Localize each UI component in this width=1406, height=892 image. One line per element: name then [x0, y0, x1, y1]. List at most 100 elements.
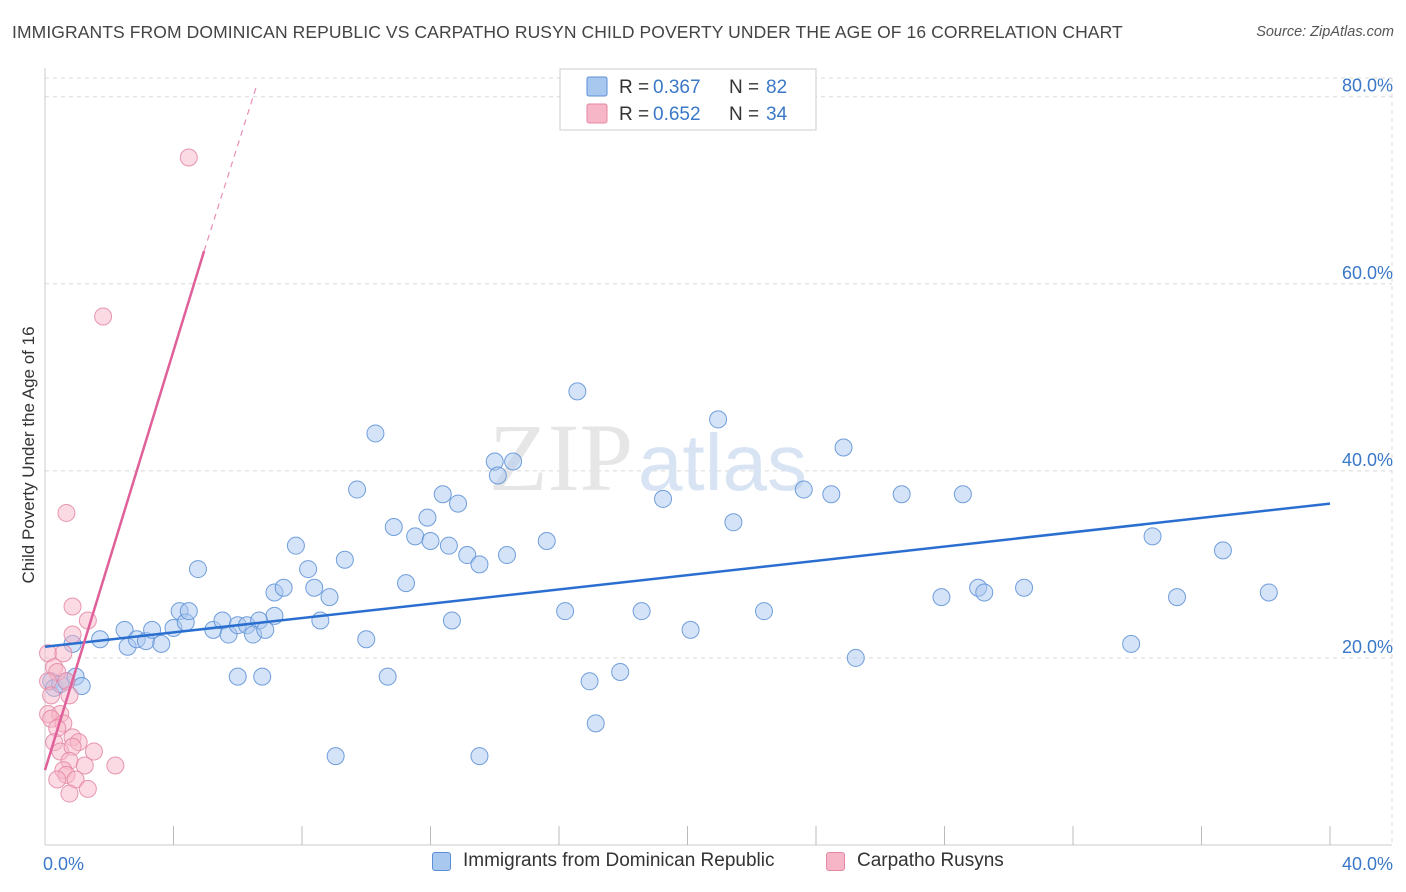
dominican-point-70 [754, 602, 773, 621]
source-credit: Source: ZipAtlas.com [1256, 24, 1394, 40]
dominican-point-36 [320, 588, 339, 607]
dominican-point-73 [834, 438, 853, 457]
dominican-point-42 [378, 667, 397, 686]
dominican-point-72 [822, 485, 841, 504]
dominican-point-37 [326, 747, 345, 766]
dominican-point-69 [724, 513, 743, 532]
dominican-point-66 [654, 489, 673, 508]
dominican-point-50 [449, 494, 468, 513]
dominican-point-41 [366, 424, 385, 443]
legend-r-value-1: 0.367 [653, 77, 701, 98]
y-tick-label-2: 60.0% [1342, 263, 1393, 283]
legend-label-rusyn: Carpatho Rusyns [857, 850, 1004, 871]
watermark: ZIP atlas [489, 404, 807, 511]
dominican-point-13 [152, 634, 171, 653]
x-tick-label-1: 40.0% [1342, 854, 1393, 874]
dominican-point-62 [580, 672, 599, 691]
dominican-point-18 [188, 560, 207, 579]
dominican-point-33 [299, 560, 318, 579]
series-rusyn-points [39, 148, 198, 803]
dominican-point-52 [458, 546, 477, 565]
dominican-point-65 [632, 602, 651, 621]
dominican-point-59 [537, 532, 556, 551]
dominican-point-32 [286, 536, 305, 555]
dominican-point-76 [932, 588, 951, 607]
dominican-point-80 [1122, 634, 1141, 653]
dominican-point-67 [681, 620, 700, 639]
rusyn-point-12 [42, 686, 61, 705]
rusyn-point-5 [63, 625, 82, 644]
dominican-point-71 [794, 480, 813, 499]
rusyn-point-24 [84, 742, 103, 761]
legend-item-dominican: Immigrants from Dominican Republic [432, 850, 775, 872]
rusyn-point-31 [48, 770, 67, 789]
y-tick-label-1: 40.0% [1342, 450, 1393, 470]
rusyn-point-0 [179, 148, 198, 167]
dominican-point-75 [892, 485, 911, 504]
series-legend: Immigrants from Dominican Republic Carpa… [0, 850, 1406, 880]
legend-label-dominican: Immigrants from Dominican Republic [463, 850, 775, 871]
dominican-point-64 [611, 662, 630, 681]
dominican-point-82 [1168, 588, 1187, 607]
dominican-point-49 [439, 536, 458, 555]
dominican-point-47 [421, 532, 440, 551]
dominican-point-74 [846, 648, 865, 667]
dominican-point-44 [397, 574, 416, 593]
rusyn-point-32 [60, 784, 79, 803]
legend-n-label-1: N = [729, 77, 759, 98]
trend-lines [43, 87, 1331, 771]
dominican-point-56 [504, 452, 523, 471]
dominican-point-63 [586, 714, 605, 733]
trend-line-rusyn [43, 250, 206, 771]
trend-line-rusyn-extension [203, 87, 257, 252]
dominican-point-24 [228, 667, 247, 686]
legend-swatch-dominican [432, 851, 451, 871]
dominican-point-46 [418, 508, 437, 527]
dominican-point-57 [470, 747, 489, 766]
rusyn-point-2 [57, 503, 76, 522]
dominican-point-84 [1259, 583, 1278, 602]
dominican-point-55 [488, 466, 507, 485]
tick-labels: 20.0% 40.0% 60.0% 80.0% 0.0% 40.0% [43, 76, 1393, 874]
dominican-point-51 [442, 611, 461, 630]
rusyn-point-26 [75, 756, 94, 775]
dominican-point-40 [357, 630, 376, 649]
dominican-point-79 [1015, 578, 1034, 597]
dominican-point-17 [179, 602, 198, 621]
dominican-point-39 [348, 480, 367, 499]
y-tick-label-0: 20.0% [1342, 637, 1393, 657]
rusyn-point-3 [63, 597, 82, 616]
legend-n-value-1: 82 [766, 77, 787, 98]
legend-item-rusyn: Carpatho Rusyns [826, 850, 1004, 872]
legend-r-label-1: R = [619, 77, 649, 98]
correlation-legend: R = 0.367 N = 82 R = 0.652 N = 34 [559, 68, 817, 131]
dominican-point-48 [433, 485, 452, 504]
dominican-point-31 [274, 578, 293, 597]
dominican-point-58 [497, 546, 516, 565]
rusyn-point-33 [78, 779, 97, 798]
rusyn-point-1 [94, 307, 113, 326]
series-dominican-points [42, 382, 1278, 766]
legend-r-value-2: 0.652 [653, 104, 701, 125]
dominican-point-77 [953, 485, 972, 504]
x-tick-label-0: 0.0% [43, 854, 84, 874]
legend-n-label-2: N = [729, 104, 759, 125]
rusyn-point-27 [106, 756, 125, 775]
dominican-point-85 [975, 583, 994, 602]
legend-swatch-rusyn [826, 851, 845, 871]
y-axis-label: Child Poverty Under the Age of 16 [19, 326, 38, 583]
dominican-point-60 [556, 602, 575, 621]
dominican-point-43 [384, 517, 403, 536]
legend-swatch-pink [586, 103, 608, 124]
legend-swatch-blue [586, 76, 608, 97]
y-tick-label-3: 80.0% [1342, 76, 1393, 96]
chart-title: IMMIGRANTS FROM DOMINICAN REPUBLIC VS CA… [12, 22, 1123, 42]
dominican-point-53 [470, 555, 489, 574]
dominican-point-83 [1213, 541, 1232, 560]
dominican-point-29 [253, 667, 272, 686]
dominican-point-45 [406, 527, 425, 546]
dominican-point-81 [1143, 527, 1162, 546]
dominican-point-38 [335, 550, 354, 569]
legend-n-value-2: 34 [766, 104, 788, 125]
